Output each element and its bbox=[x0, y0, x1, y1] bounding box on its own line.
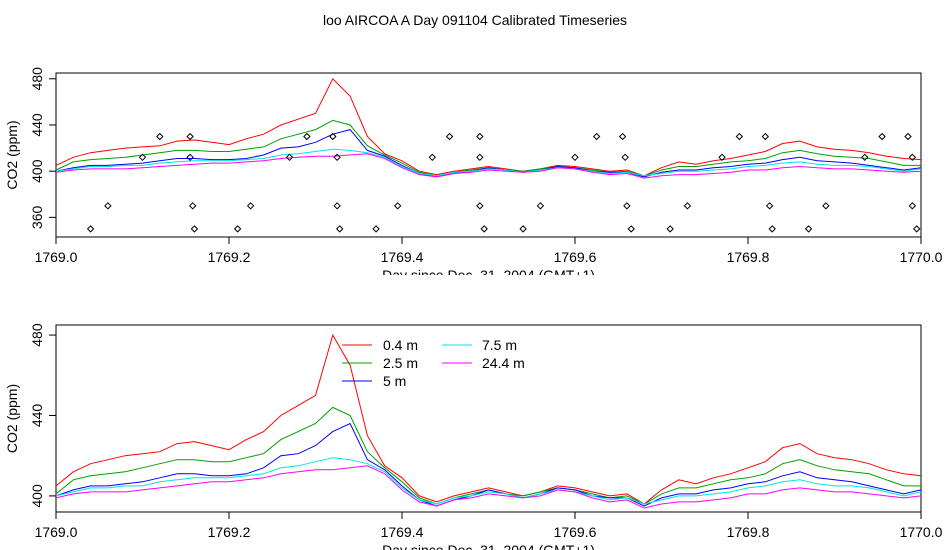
legend-label: 5 m bbox=[383, 373, 406, 389]
scatter-point bbox=[188, 202, 197, 210]
scatter-point bbox=[428, 153, 436, 162]
y-tick-label: 360 bbox=[29, 205, 45, 229]
y-tick-label: 400 bbox=[29, 159, 45, 183]
scatter-point bbox=[480, 225, 488, 233]
series-line-0 bbox=[55, 333, 922, 505]
scatter-point bbox=[765, 202, 774, 210]
legend-label: 2.5 m bbox=[383, 355, 418, 371]
y-tick-label: 480 bbox=[29, 67, 45, 91]
scatter-point bbox=[912, 225, 921, 233]
scatter-point bbox=[233, 225, 242, 233]
scatter-point bbox=[768, 225, 776, 233]
scatter-point bbox=[333, 202, 341, 210]
scatter-point bbox=[476, 153, 484, 162]
x-tick-label: 1769.8 bbox=[727, 249, 770, 265]
x-tick-label: 1769.0 bbox=[35, 524, 78, 540]
x-tick-label: 1769.0 bbox=[35, 249, 78, 265]
scatter-point bbox=[618, 132, 627, 141]
legend-label: 24.4 m bbox=[482, 355, 525, 371]
scatter-point bbox=[904, 132, 912, 141]
scatter-point bbox=[333, 153, 341, 162]
scatter-point bbox=[445, 132, 454, 141]
x-axis-label: Day since Dec. 31, 2004 (GMT+1) bbox=[382, 542, 595, 550]
scatter-point bbox=[718, 153, 726, 162]
y-tick-label: 440 bbox=[29, 113, 45, 137]
y-axis-label: CO2 (ppm) bbox=[4, 384, 20, 453]
chart-top: 1769.0 1769.2 1769.4 1769.6 1769.8 1770.0 Day … bbox=[4, 67, 943, 275]
scatter-point bbox=[104, 202, 112, 210]
x-tick-label: 1769.8 bbox=[727, 524, 770, 540]
scatter-point bbox=[476, 132, 484, 141]
legend-label: 7.5 m bbox=[482, 337, 517, 353]
x-tick-label: 1769.4 bbox=[381, 524, 424, 540]
series-line-2 bbox=[55, 129, 922, 178]
page-title: loo AIRCOA A Day 091104 Calibrated Times… bbox=[322, 12, 627, 28]
x-tick-label: 1769.4 bbox=[381, 249, 424, 265]
scatter-point bbox=[86, 225, 95, 233]
scatter-point bbox=[519, 225, 527, 233]
scatter-point bbox=[329, 132, 337, 141]
series-line-2 bbox=[55, 422, 922, 507]
scatter-point bbox=[285, 153, 294, 162]
scatter-point bbox=[822, 202, 830, 210]
scatter-point bbox=[878, 132, 886, 141]
scatter-point bbox=[393, 202, 402, 210]
x-tick-label: 1769.6 bbox=[554, 524, 597, 540]
scatter-point bbox=[536, 202, 545, 210]
legend-label: 0.4 m bbox=[383, 337, 418, 353]
plot-frame bbox=[55, 72, 922, 238]
scatter-point bbox=[186, 132, 194, 141]
scatter-point bbox=[592, 132, 601, 141]
series-line-4 bbox=[55, 465, 922, 509]
scatter-point bbox=[908, 153, 917, 162]
scatter-point bbox=[138, 153, 147, 162]
chart-bottom: 1769.0 1769.2 1769.4 1769.6 1769.8 1770.0 Day … bbox=[4, 323, 943, 550]
y-tick-label: 400 bbox=[29, 484, 45, 508]
scatter-point bbox=[908, 202, 917, 210]
x-tick-label: 1769.6 bbox=[554, 249, 597, 265]
scatter-point bbox=[190, 225, 199, 233]
scatter-point bbox=[666, 225, 674, 233]
series-line-3 bbox=[55, 457, 922, 505]
series-line-3 bbox=[55, 148, 922, 177]
x-axis-label: Day since Dec. 31, 2004 (GMT+1) bbox=[382, 267, 595, 275]
scatter-point bbox=[683, 202, 692, 210]
scatter-point bbox=[623, 202, 631, 210]
scatter-point bbox=[735, 132, 744, 141]
scatter-point bbox=[627, 225, 635, 233]
series-line-4 bbox=[55, 153, 922, 179]
x-tick-label: 1770.0 bbox=[900, 524, 943, 540]
x-tick-label: 1769.2 bbox=[208, 524, 251, 540]
scatter-point bbox=[156, 132, 164, 141]
scatter-point bbox=[336, 225, 344, 233]
scatter-point bbox=[303, 132, 311, 141]
scatter-point bbox=[246, 202, 255, 210]
scatter-point bbox=[372, 225, 380, 233]
scatter-point bbox=[861, 153, 869, 162]
scatter-point bbox=[186, 153, 194, 162]
y-tick-label: 440 bbox=[29, 404, 45, 428]
plot-frame bbox=[55, 324, 922, 513]
y-tick-label: 480 bbox=[29, 323, 45, 347]
scatter-point bbox=[476, 202, 484, 210]
series-line-0 bbox=[55, 77, 922, 177]
x-tick-label: 1769.2 bbox=[208, 249, 251, 265]
scatter-point bbox=[571, 153, 579, 162]
y-axis-label: CO2 (ppm) bbox=[4, 120, 20, 189]
scatter-point bbox=[804, 225, 813, 233]
scatter-point bbox=[621, 153, 629, 162]
scatter-point bbox=[761, 132, 770, 141]
x-tick-label: 1770.0 bbox=[900, 249, 943, 265]
